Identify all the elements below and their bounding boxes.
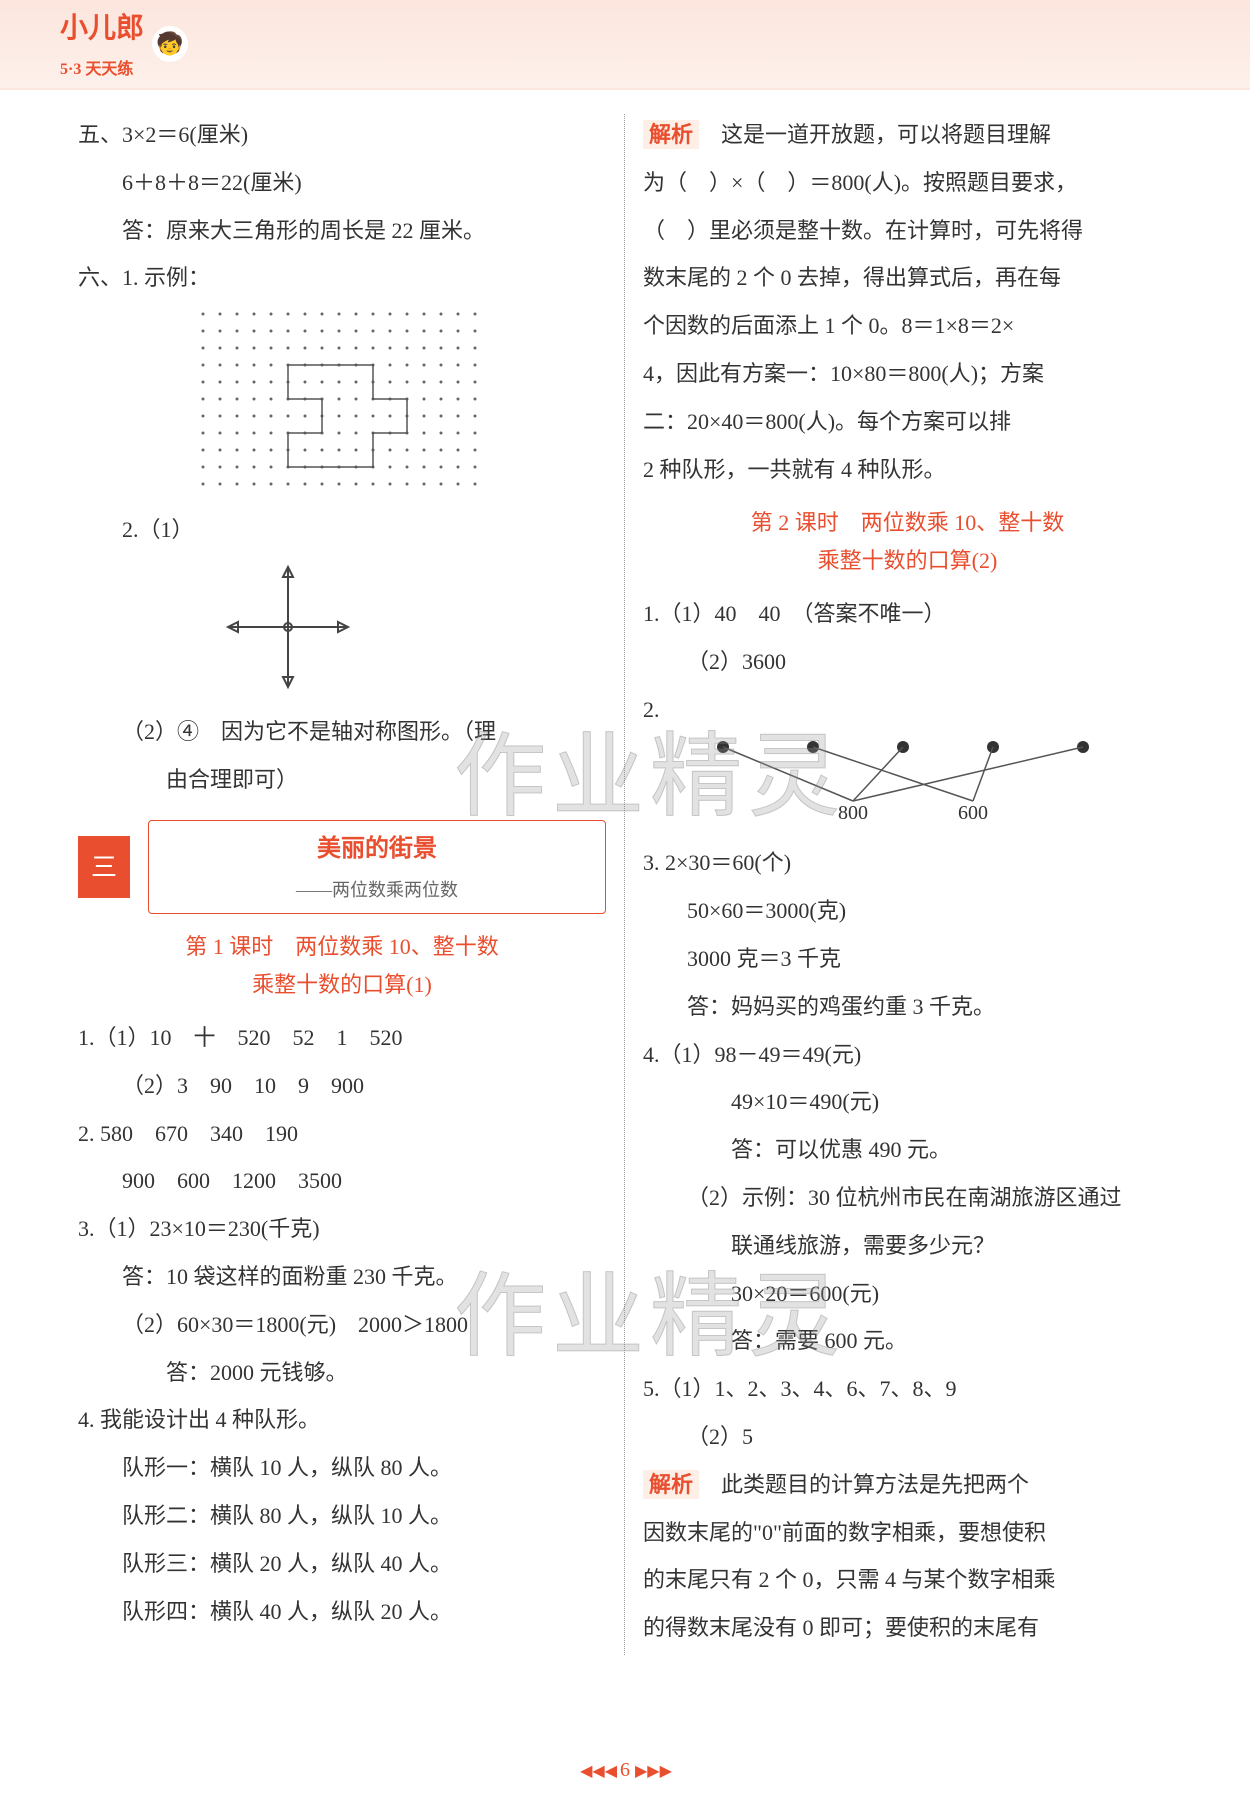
svg-text:600: 600	[958, 802, 988, 824]
content-area: 五、3×2＝6(厘米) 6＋8＋8＝22(厘米) 答：原来大三角形的周长是 22…	[0, 90, 1250, 1655]
section-title-main: 美丽的街景	[165, 827, 589, 873]
p3-l4: 答：2000 元钱够。	[78, 1352, 606, 1394]
r4-l2: 49×10＝490(元)	[643, 1081, 1172, 1123]
r5-l1: 5.（1）1、2、3、4、6、7、8、9	[643, 1368, 1172, 1410]
analysis-label: 解析	[643, 120, 699, 149]
a-l2: 为（ ）×（ ）＝800(人)。按照题目要求，	[643, 162, 1172, 204]
p4-l1: 4. 我能设计出 4 种队形。	[78, 1399, 606, 1441]
p3-l2: 答：10 袋这样的面粉重 230 千克。	[78, 1256, 606, 1298]
p4-l4: 队形三：横队 20 人，纵队 40 人。	[78, 1543, 606, 1585]
b-l1: 此类题目的计算方法是先把两个	[699, 1472, 1029, 1497]
a-l8: 2 种队形，一共就有 4 种队形。	[643, 449, 1172, 491]
analysis2-label: 解析	[643, 1470, 699, 1499]
section-title-box: 美丽的街景 ——两位数乘两位数	[148, 820, 606, 914]
analysis1: 解析 这是一道开放题，可以将题目理解	[643, 114, 1172, 156]
lesson2-header: 第 2 课时 两位数乘 10、整十数 乘整十数的口算(2)	[643, 504, 1172, 579]
q5-line3: 答：原来大三角形的周长是 22 厘米。	[78, 210, 606, 252]
r4-l6: 30×20＝600(元)	[643, 1273, 1172, 1315]
lesson1-line1: 第 1 课时 两位数乘 10、整十数	[78, 928, 606, 965]
footer-right-arrows: ▶ ▶ ▶	[635, 1763, 670, 1780]
left-column: 五、3×2＝6(厘米) 6＋8＋8＝22(厘米) 答：原来大三角形的周长是 22…	[60, 114, 625, 1655]
a-l3: （ ）里必须是整十数。在计算时，可先将得	[643, 210, 1172, 252]
section-badge: 三	[78, 836, 130, 898]
r3-l3: 3000 克＝3 千克	[643, 938, 1172, 980]
lesson1-header: 第 1 课时 两位数乘 10、整十数 乘整十数的口算(1)	[78, 928, 606, 1003]
p4-l5: 队形四：横队 40 人，纵队 20 人。	[78, 1591, 606, 1633]
r4-l4: （2）示例：30 位杭州市民在南湖旅游区通过	[643, 1177, 1172, 1219]
lesson2-line2: 乘整十数的口算(2)	[643, 542, 1172, 579]
q5-line1: 五、3×2＝6(厘米)	[78, 114, 606, 156]
r3-l2: 50×60＝3000(克)	[643, 890, 1172, 932]
a-l5: 个因数的后面添上 1 个 0。8＝1×8＝2×	[643, 305, 1172, 347]
cross-figure	[218, 557, 606, 711]
p2b: 900 600 1200 3500	[78, 1160, 606, 1202]
lesson1-line2: 乘整十数的口算(1)	[78, 966, 606, 1003]
p3-l1: 3.（1）23×10＝230(千克)	[78, 1208, 606, 1250]
r2-label: 2.	[643, 689, 1172, 731]
q6-2-2b: 由合理即可）	[78, 759, 606, 801]
logo-sub: 5·3 天天练	[60, 55, 144, 85]
b-l2: 因数末尾的"0"前面的数字相乘，要想使积	[643, 1512, 1172, 1554]
mascot-icon: 🧒	[152, 26, 188, 62]
r5-l2: （2）5	[643, 1416, 1172, 1458]
logo: 小儿郎 5·3 天天练 🧒	[60, 2, 188, 86]
dot-grid-figure	[198, 309, 498, 499]
p3-l3: （2）60×30＝1800(元) 2000＞1800	[78, 1304, 606, 1346]
r1-l2: （2）3600	[643, 641, 1172, 683]
header-banner: 小儿郎 5·3 天天练 🧒	[0, 0, 1250, 90]
page-footer: ◀ ◀ ◀ 6 ▶ ▶ ▶	[0, 1751, 1250, 1789]
footer-left-arrows: ◀ ◀ ◀	[580, 1763, 615, 1780]
p2: 2. 580 670 340 190	[78, 1113, 606, 1155]
r4-l7: 答：需要 600 元。	[643, 1320, 1172, 1362]
page-number: 6	[620, 1759, 630, 1781]
b-l3: 的末尾只有 2 个 0，只需 4 与某个数字相乘	[643, 1559, 1172, 1601]
lesson2-line1: 第 2 课时 两位数乘 10、整十数	[643, 504, 1172, 541]
q5-line2: 6＋8＋8＝22(厘米)	[78, 162, 606, 204]
analysis2: 解析 此类题目的计算方法是先把两个	[643, 1464, 1172, 1506]
right-column: 解析 这是一道开放题，可以将题目理解 为（ ）×（ ）＝800(人)。按照题目要…	[625, 114, 1190, 1655]
b-l4: 的得数末尾没有 0 即可；要使积的末尾有	[643, 1607, 1172, 1649]
r4-l5: 联通线旅游，需要多少元？	[643, 1225, 1172, 1267]
a-l7: 二：20×40＝800(人)。每个方案可以排	[643, 401, 1172, 443]
p4-l2: 队形一：横队 10 人，纵队 80 人。	[78, 1447, 606, 1489]
p1-l1: 1.（1）10 十 520 52 1 520	[78, 1017, 606, 1059]
r1-l1: 1.（1）40 40 （答案不唯一）	[643, 593, 1172, 635]
r4-l1: 4.（1）98－49＝49(元)	[643, 1034, 1172, 1076]
a-l6: 4，因此有方案一：10×80＝800(人)；方案	[643, 353, 1172, 395]
svg-text:800: 800	[838, 802, 868, 824]
p4-l3: 队形二：横队 80 人，纵队 10 人。	[78, 1495, 606, 1537]
q6-2-2: （2）④ 因为它不是轴对称图形。（理	[78, 711, 606, 753]
matching-figure: 800 600	[683, 737, 1172, 841]
a-l1: 这是一道开放题，可以将题目理解	[699, 122, 1051, 147]
p1-l2: （2）3 90 10 9 900	[78, 1065, 606, 1107]
q6-line1: 六、1. 示例：	[78, 257, 606, 299]
a-l4: 数末尾的 2 个 0 去掉，得出算式后，再在每	[643, 257, 1172, 299]
section-title-sub: ——两位数乘两位数	[165, 873, 589, 907]
r4-l3: 答：可以优惠 490 元。	[643, 1129, 1172, 1171]
r3-l1: 3. 2×30＝60(个)	[643, 842, 1172, 884]
r3-l4: 答：妈妈买的鸡蛋约重 3 千克。	[643, 986, 1172, 1028]
section-header: 三 美丽的街景 ——两位数乘两位数	[78, 820, 606, 914]
q6-2-label: 2.（1）	[78, 509, 606, 551]
logo-main: 小儿郎	[60, 2, 144, 55]
